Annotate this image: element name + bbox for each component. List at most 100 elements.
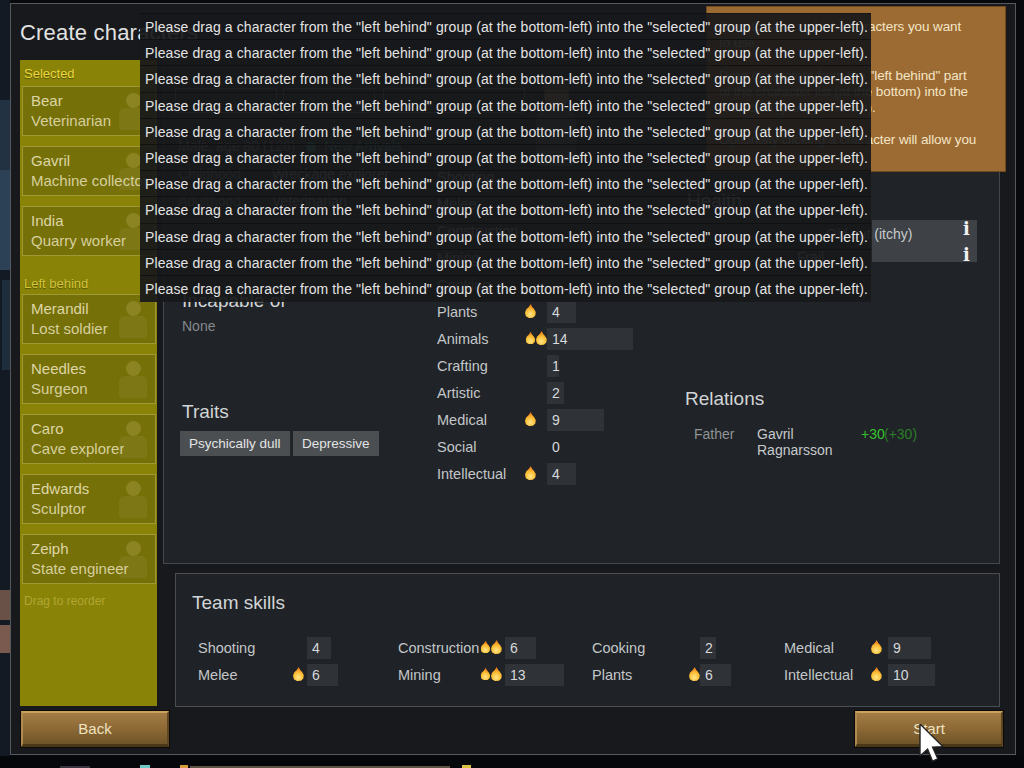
back-button[interactable]: Back: [21, 711, 169, 747]
character-role: Lost soldier: [31, 320, 108, 337]
team-skill-label: Mining: [398, 667, 441, 683]
character-role: Sculptor: [31, 500, 86, 517]
team-skill-value: 6: [510, 640, 518, 656]
selected-group-label: Selected: [24, 66, 75, 81]
portrait-silhouette-body: [119, 316, 147, 338]
character-card[interactable]: IndiaQuarry worker: [22, 206, 156, 256]
notification-message-text: Please drag a character from the "left b…: [145, 71, 868, 87]
portrait-silhouette: [126, 301, 141, 316]
skill-label: Animals: [437, 331, 489, 347]
notification-message[interactable]: Please drag a character from the "left b…: [140, 39, 871, 66]
trait-chip[interactable]: Depressive: [293, 431, 379, 456]
traits-heading: Traits: [182, 401, 229, 423]
character-list-sidebar: Selected Left behind Drag to reorder Bea…: [20, 60, 157, 706]
notification-message-text: Please drag a character from the "left b…: [145, 255, 868, 271]
notification-message[interactable]: Please drag a character from the "left b…: [140, 170, 871, 197]
character-role: Cave explorer: [31, 440, 124, 457]
notification-message-text: Please drag a character from the "left b…: [145, 202, 868, 218]
portrait-silhouette: [126, 213, 141, 228]
portrait-silhouette: [126, 361, 141, 376]
portrait-silhouette: [126, 421, 141, 436]
relation-name-line2[interactable]: Ragnarsson: [757, 442, 833, 458]
character-card[interactable]: Needles Surgeon: [22, 354, 156, 404]
team-skill-value: 9: [893, 640, 901, 656]
portrait-silhouette: [126, 481, 141, 496]
incapable-value: None: [182, 318, 215, 334]
notification-message-text: Please drag a character from the "left b…: [145, 98, 868, 114]
team-skill-label: Melee: [198, 667, 238, 683]
team-skill-value: 4: [312, 640, 320, 656]
portrait-silhouette-body: [119, 496, 147, 518]
skill-label: Crafting: [437, 358, 488, 374]
team-skill-value: 6: [705, 667, 713, 683]
character-role: Surgeon: [31, 380, 88, 397]
portrait-silhouette: [126, 541, 141, 556]
team-skill-value: 10: [893, 667, 909, 683]
notification-message[interactable]: Please drag a character from the "left b…: [140, 118, 871, 145]
notification-message[interactable]: Please drag a character from the "left b…: [140, 275, 871, 302]
relation-opinion: +30: [861, 426, 885, 442]
character-name: Needles: [31, 360, 86, 377]
game-world-left-edge: [0, 0, 10, 768]
relations-heading: Relations: [685, 388, 764, 410]
character-name: Bear: [31, 92, 63, 109]
team-skill-value: 13: [510, 667, 526, 683]
team-skill-label: Medical: [784, 640, 834, 656]
create-characters-screen: Create characters Male, age 80 (126) New…: [0, 0, 1024, 768]
portrait-silhouette-body: [119, 376, 147, 398]
character-role: Quarry worker: [31, 232, 126, 249]
game-world-bottom-edge: [0, 756, 1024, 768]
notification-message-text: Please drag a character from the "left b…: [145, 176, 868, 192]
trait-chip[interactable]: Psychically dull: [180, 431, 290, 456]
info-icon[interactable]: i: [963, 218, 970, 239]
team-skill-value: 6: [312, 667, 320, 683]
character-card[interactable]: Bear Veterinarian: [22, 86, 156, 136]
team-skill-label: Shooting: [198, 640, 255, 656]
skill-label: Social: [437, 439, 477, 455]
character-role: Veterinarian: [31, 112, 111, 129]
skill-value: 0: [552, 439, 560, 455]
notification-message-text: Please drag a character from the "left b…: [145, 45, 868, 61]
relation-name-line1[interactable]: Gavril: [757, 426, 794, 442]
character-name: Gavril: [31, 152, 70, 169]
notification-message-text: Please drag a character from the "left b…: [145, 124, 868, 140]
notification-message-text: Please drag a character from the "left b…: [145, 150, 868, 166]
character-name: Merandil: [31, 300, 89, 317]
notification-message[interactable]: Please drag a character from the "left b…: [140, 144, 871, 171]
mouse-cursor: [918, 724, 948, 766]
team-skill-label: Cooking: [592, 640, 645, 656]
notification-message[interactable]: Please drag a character from the "left b…: [140, 223, 871, 250]
character-card[interactable]: Caro Cave explorer: [22, 414, 156, 464]
game-world-pixels: [2, 280, 10, 370]
team-skill-label: Intellectual: [784, 667, 853, 683]
character-card[interactable]: Merandil Lost soldier: [22, 294, 156, 344]
skill-value: 2: [552, 385, 560, 401]
character-role: State engineer: [31, 560, 129, 577]
team-skill-label: Construction: [398, 640, 479, 656]
skill-value: 1: [552, 358, 560, 374]
skill-value: 4: [552, 466, 560, 482]
left-behind-group-label: Left behind: [24, 276, 88, 291]
portrait-silhouette: [126, 153, 141, 168]
character-name: Zeiph: [31, 540, 69, 557]
notification-message[interactable]: Please drag a character from the "left b…: [140, 92, 871, 119]
character-card[interactable]: GavrilMachine collector: [22, 146, 156, 196]
notification-message[interactable]: Please drag a character from the "left b…: [140, 65, 871, 92]
notification-message[interactable]: Please drag a character from the "left b…: [140, 13, 871, 40]
team-skills-panel: [175, 573, 1000, 707]
notification-message-text: Please drag a character from the "left b…: [145, 281, 868, 297]
character-card[interactable]: EdwardsSculptor: [22, 474, 156, 524]
skill-label: Intellectual: [437, 466, 506, 482]
team-skills-heading: Team skills: [192, 592, 285, 614]
info-icon[interactable]: i: [963, 244, 970, 265]
character-card[interactable]: Zeiph State engineer: [22, 534, 156, 584]
game-world-pixels: [0, 170, 10, 270]
notification-message[interactable]: Please drag a character from the "left b…: [140, 196, 871, 223]
notification-message[interactable]: Please drag a character from the "left b…: [140, 249, 871, 276]
portrait-silhouette: [126, 93, 141, 108]
relation-type: Father: [694, 426, 734, 442]
character-name: Caro: [31, 420, 64, 437]
skill-value: 4: [552, 304, 560, 320]
skill-label: Artistic: [437, 385, 481, 401]
skill-label: Plants: [437, 304, 477, 320]
